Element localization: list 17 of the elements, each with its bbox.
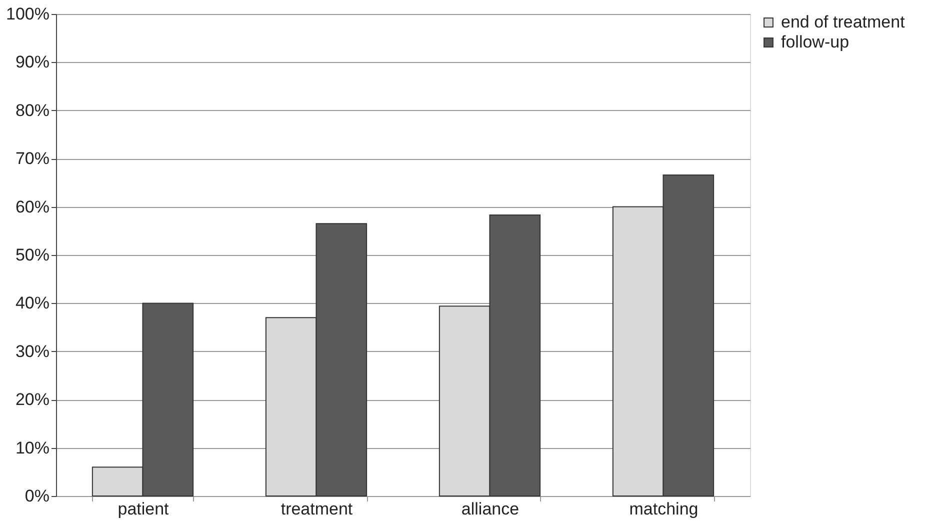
- y-tick-label: 20%: [15, 390, 50, 410]
- x-tick-label: matching: [629, 500, 698, 518]
- y-tick-label: 100%: [6, 4, 50, 24]
- y-tick-label: 50%: [15, 246, 50, 264]
- y-tick-label: 90%: [15, 52, 50, 72]
- y-tick-label: 10%: [15, 438, 50, 458]
- x-tick-label: treatment: [280, 500, 353, 518]
- x-tick-label: alliance: [461, 500, 520, 518]
- y-tick-label: 30%: [15, 342, 50, 361]
- y-tick-label: 0%: [24, 486, 50, 506]
- y-tick-label: 40%: [15, 294, 50, 313]
- y-tick-label: 70%: [15, 149, 50, 168]
- legend-label: follow-up: [781, 32, 850, 52]
- legend-label: end of treatment: [781, 12, 906, 32]
- y-tick-label: 60%: [15, 197, 50, 216]
- y-tick-label: 80%: [15, 100, 50, 120]
- x-tick-label: patient: [118, 500, 170, 518]
